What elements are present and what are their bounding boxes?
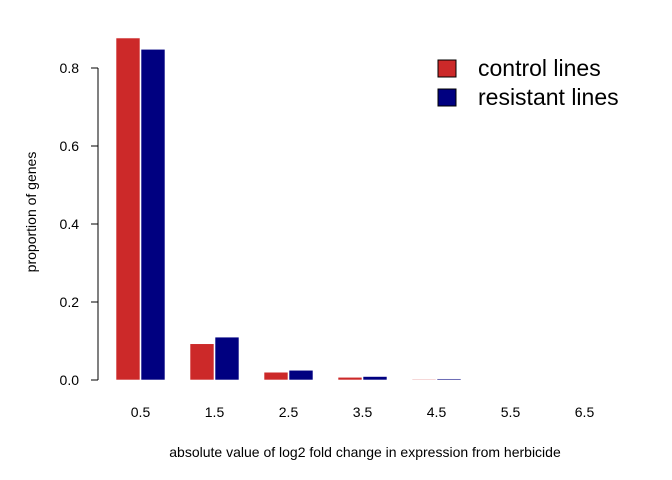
x-tick-label: 4.5 bbox=[427, 404, 447, 420]
legend-swatch-control bbox=[437, 59, 457, 78]
y-axis-title: proportion of genes bbox=[23, 152, 39, 273]
bar-resistant-3.5 bbox=[362, 376, 388, 381]
legend-swatch-resistant bbox=[437, 88, 457, 107]
bar-control-1.5 bbox=[189, 343, 215, 381]
y-tick-label: 0.8 bbox=[60, 60, 80, 76]
y-tick-label: 0.0 bbox=[60, 372, 80, 388]
bar-control-4.5 bbox=[411, 378, 437, 381]
y-tick-label: 0.4 bbox=[60, 216, 80, 232]
y-tick-label: 0.6 bbox=[60, 138, 80, 154]
x-tick-label: 6.5 bbox=[575, 404, 595, 420]
x-tick-label: 0.5 bbox=[131, 404, 151, 420]
bar-resistant-0.5 bbox=[140, 48, 166, 381]
y-axis: 0.0 0.2 0.4 0.6 0.8 bbox=[60, 60, 99, 388]
legend: control lines resistant lines bbox=[437, 55, 619, 110]
x-tick-label: 3.5 bbox=[353, 404, 373, 420]
x-tick-label: 1.5 bbox=[205, 404, 225, 420]
bar-resistant-2.5 bbox=[288, 369, 314, 381]
bars-group bbox=[115, 37, 610, 381]
x-tick-label: 2.5 bbox=[279, 404, 299, 420]
legend-label-control: control lines bbox=[478, 55, 601, 81]
bar-control-3.5 bbox=[337, 376, 363, 381]
bar-control-0.5 bbox=[115, 37, 141, 381]
x-axis-title: absolute value of log2 fold change in ex… bbox=[169, 444, 561, 460]
bar-resistant-1.5 bbox=[214, 336, 240, 381]
legend-label-resistant: resistant lines bbox=[478, 84, 619, 110]
x-tick-label: 5.5 bbox=[501, 404, 521, 420]
y-tick-label: 0.2 bbox=[60, 294, 80, 310]
bar-resistant-4.5 bbox=[436, 378, 462, 381]
bar-control-2.5 bbox=[263, 371, 289, 381]
x-axis-labels: 0.5 1.5 2.5 3.5 4.5 5.5 6.5 bbox=[131, 404, 595, 420]
